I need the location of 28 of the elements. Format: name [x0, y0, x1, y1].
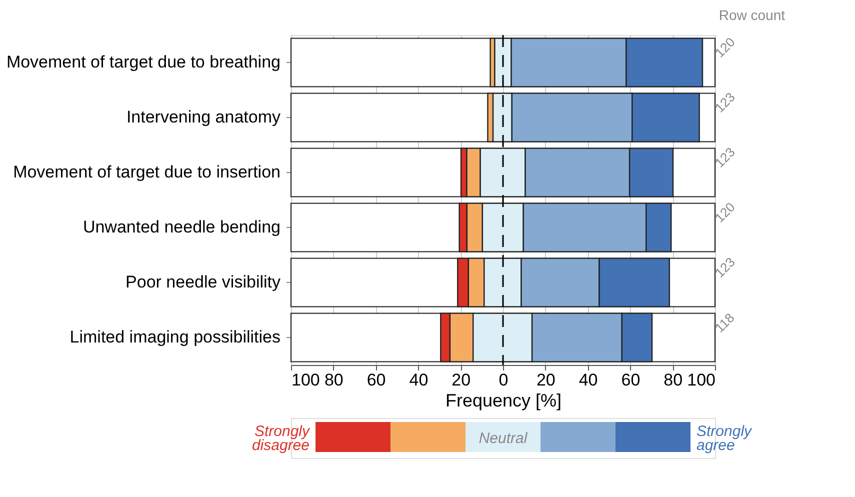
x-tick-label: 60: [366, 370, 386, 390]
y-tick-label: Movement of target due to breathing: [6, 52, 280, 72]
x-axis-title: Frequency [%]: [445, 390, 562, 410]
annotation: 120: [712, 34, 738, 60]
x-tick-label: 80: [324, 370, 344, 390]
annotation: 118: [712, 310, 738, 336]
x-tick-label: 40: [409, 370, 428, 390]
y-tick-label: Intervening anatomy: [126, 108, 281, 126]
annotation: 120: [712, 199, 738, 226]
annotation: 123: [712, 89, 738, 116]
y-tick-label: Limited imaging possibilities: [70, 328, 280, 346]
x-tick-label: 80: [664, 370, 683, 390]
x-tick-label: 40: [578, 370, 598, 390]
y-tick-label: Poor needle visibility: [126, 272, 281, 292]
annotation: 123: [712, 254, 738, 280]
x-tick-label: 0: [498, 370, 508, 390]
x-tick-label: 60: [621, 370, 640, 390]
annotation: 123: [712, 144, 738, 170]
x-tick-label: 20: [452, 370, 471, 390]
legend-label: Strongly agree: [696, 423, 754, 454]
y-tick-label: Unwanted needle bending: [82, 218, 280, 236]
x-tick-label: 20: [536, 370, 556, 390]
x-tick-label: 100: [292, 370, 320, 390]
text: Row count: [718, 7, 786, 23]
text: Strongly disagree: [252, 423, 311, 454]
x-tick-label: 100: [687, 370, 716, 390]
text: Neutral: [478, 430, 528, 447]
y-tick-label: Movement of target due to insertion: [13, 162, 280, 182]
